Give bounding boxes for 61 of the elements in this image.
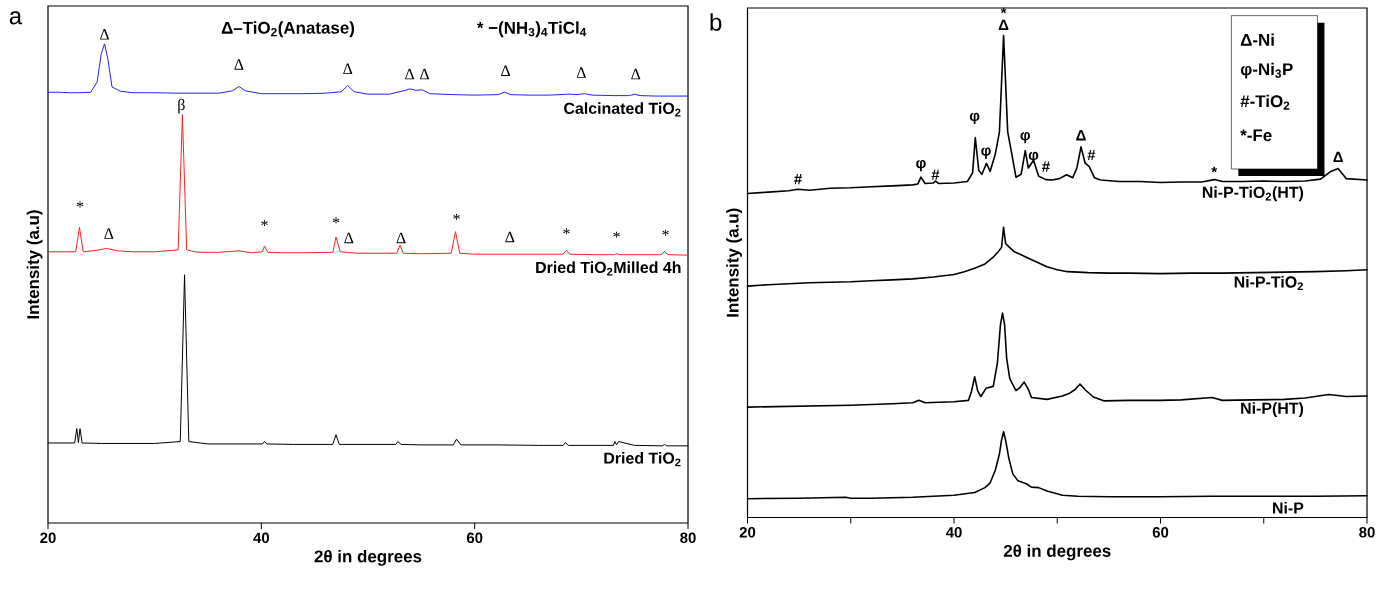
annotation: Δ: [396, 232, 406, 244]
series-label: Dried TiO$_{2}$Milled 4h: [536, 261, 681, 276]
annotation: Δ: [631, 68, 641, 80]
annotation: *: [453, 214, 460, 220]
annotation: #: [794, 174, 803, 185]
annotation: Δ: [343, 63, 353, 75]
annotation: #: [1042, 161, 1050, 172]
annotation: β: [178, 98, 185, 114]
annotation: *: [76, 201, 84, 208]
annotation: *: [332, 217, 340, 224]
x-axis-title: 2θ in degrees: [1003, 544, 1111, 561]
annotation: *: [261, 220, 268, 227]
x-tick-label: 20: [40, 532, 56, 544]
series-label: Ni-P: [1273, 502, 1304, 514]
x-axis-title: 2θ in degrees: [314, 549, 422, 566]
series-label: Ni-P-TiO$_{2}$: [1234, 275, 1303, 291]
annotation: φ: [1020, 132, 1031, 144]
annotation: φ-Ni$_{3}$P: [1240, 62, 1293, 79]
annotation: *: [662, 229, 669, 236]
annotation: Δ: [344, 232, 354, 244]
annotation: φ: [916, 160, 926, 172]
annotation: *-Fe: [1240, 129, 1272, 142]
annotation: φ: [1028, 151, 1039, 163]
text: * −(NH$_{3}$)$_{4}$TiCl$_{4}$: [476, 21, 587, 38]
series-label: Calcinated TiO$_{2}$: [564, 102, 681, 117]
annotation: Δ: [104, 228, 114, 239]
annotation: *: [613, 231, 620, 238]
annotation: Δ: [405, 68, 415, 80]
series-label: Ni-P-TiO$_{2}$(HT): [1202, 186, 1304, 202]
annotation: φ: [981, 147, 991, 159]
annotation: #-TiO$_{2}$: [1240, 94, 1290, 110]
annotation: *: [563, 228, 570, 235]
x-tick-label: 80: [1359, 527, 1375, 538]
text: Δ–TiO$_{2}$(Anatase): [221, 21, 355, 38]
annotation: Δ: [505, 231, 515, 243]
x-tick-label: 80: [680, 532, 696, 544]
annotation: Δ: [501, 65, 511, 76]
annotation: Δ: [1333, 151, 1343, 163]
x-tick-label: 40: [253, 532, 270, 544]
chart-title: a: [9, 11, 23, 25]
annotation: #: [931, 169, 940, 180]
annotation: *: [1211, 166, 1218, 173]
annotation: Δ: [1076, 130, 1086, 141]
x-tick-label: 40: [945, 527, 962, 538]
x-tick-label: 60: [466, 532, 483, 544]
annotation: Δ: [420, 68, 430, 80]
text: Δ: [998, 19, 1009, 31]
x-tick-label: 20: [739, 527, 756, 538]
series-label: Dried TiO$_{2}$: [604, 452, 681, 467]
annotation: Δ-Ni: [1240, 33, 1274, 46]
text: Δ: [100, 29, 110, 40]
x-tick-label: 60: [1152, 527, 1169, 538]
annotation: Δ: [234, 59, 244, 70]
annotation: Δ: [576, 67, 586, 78]
annotation: φ: [969, 112, 980, 124]
text: *: [1000, 7, 1007, 14]
y-axis-title: Intensity (a.u): [726, 208, 742, 317]
series-label: Ni-P(HT): [1241, 402, 1304, 418]
annotation: #: [1087, 149, 1096, 161]
y-axis-title: Intensity (a.u): [26, 210, 43, 319]
chart-title: b: [710, 13, 722, 31]
